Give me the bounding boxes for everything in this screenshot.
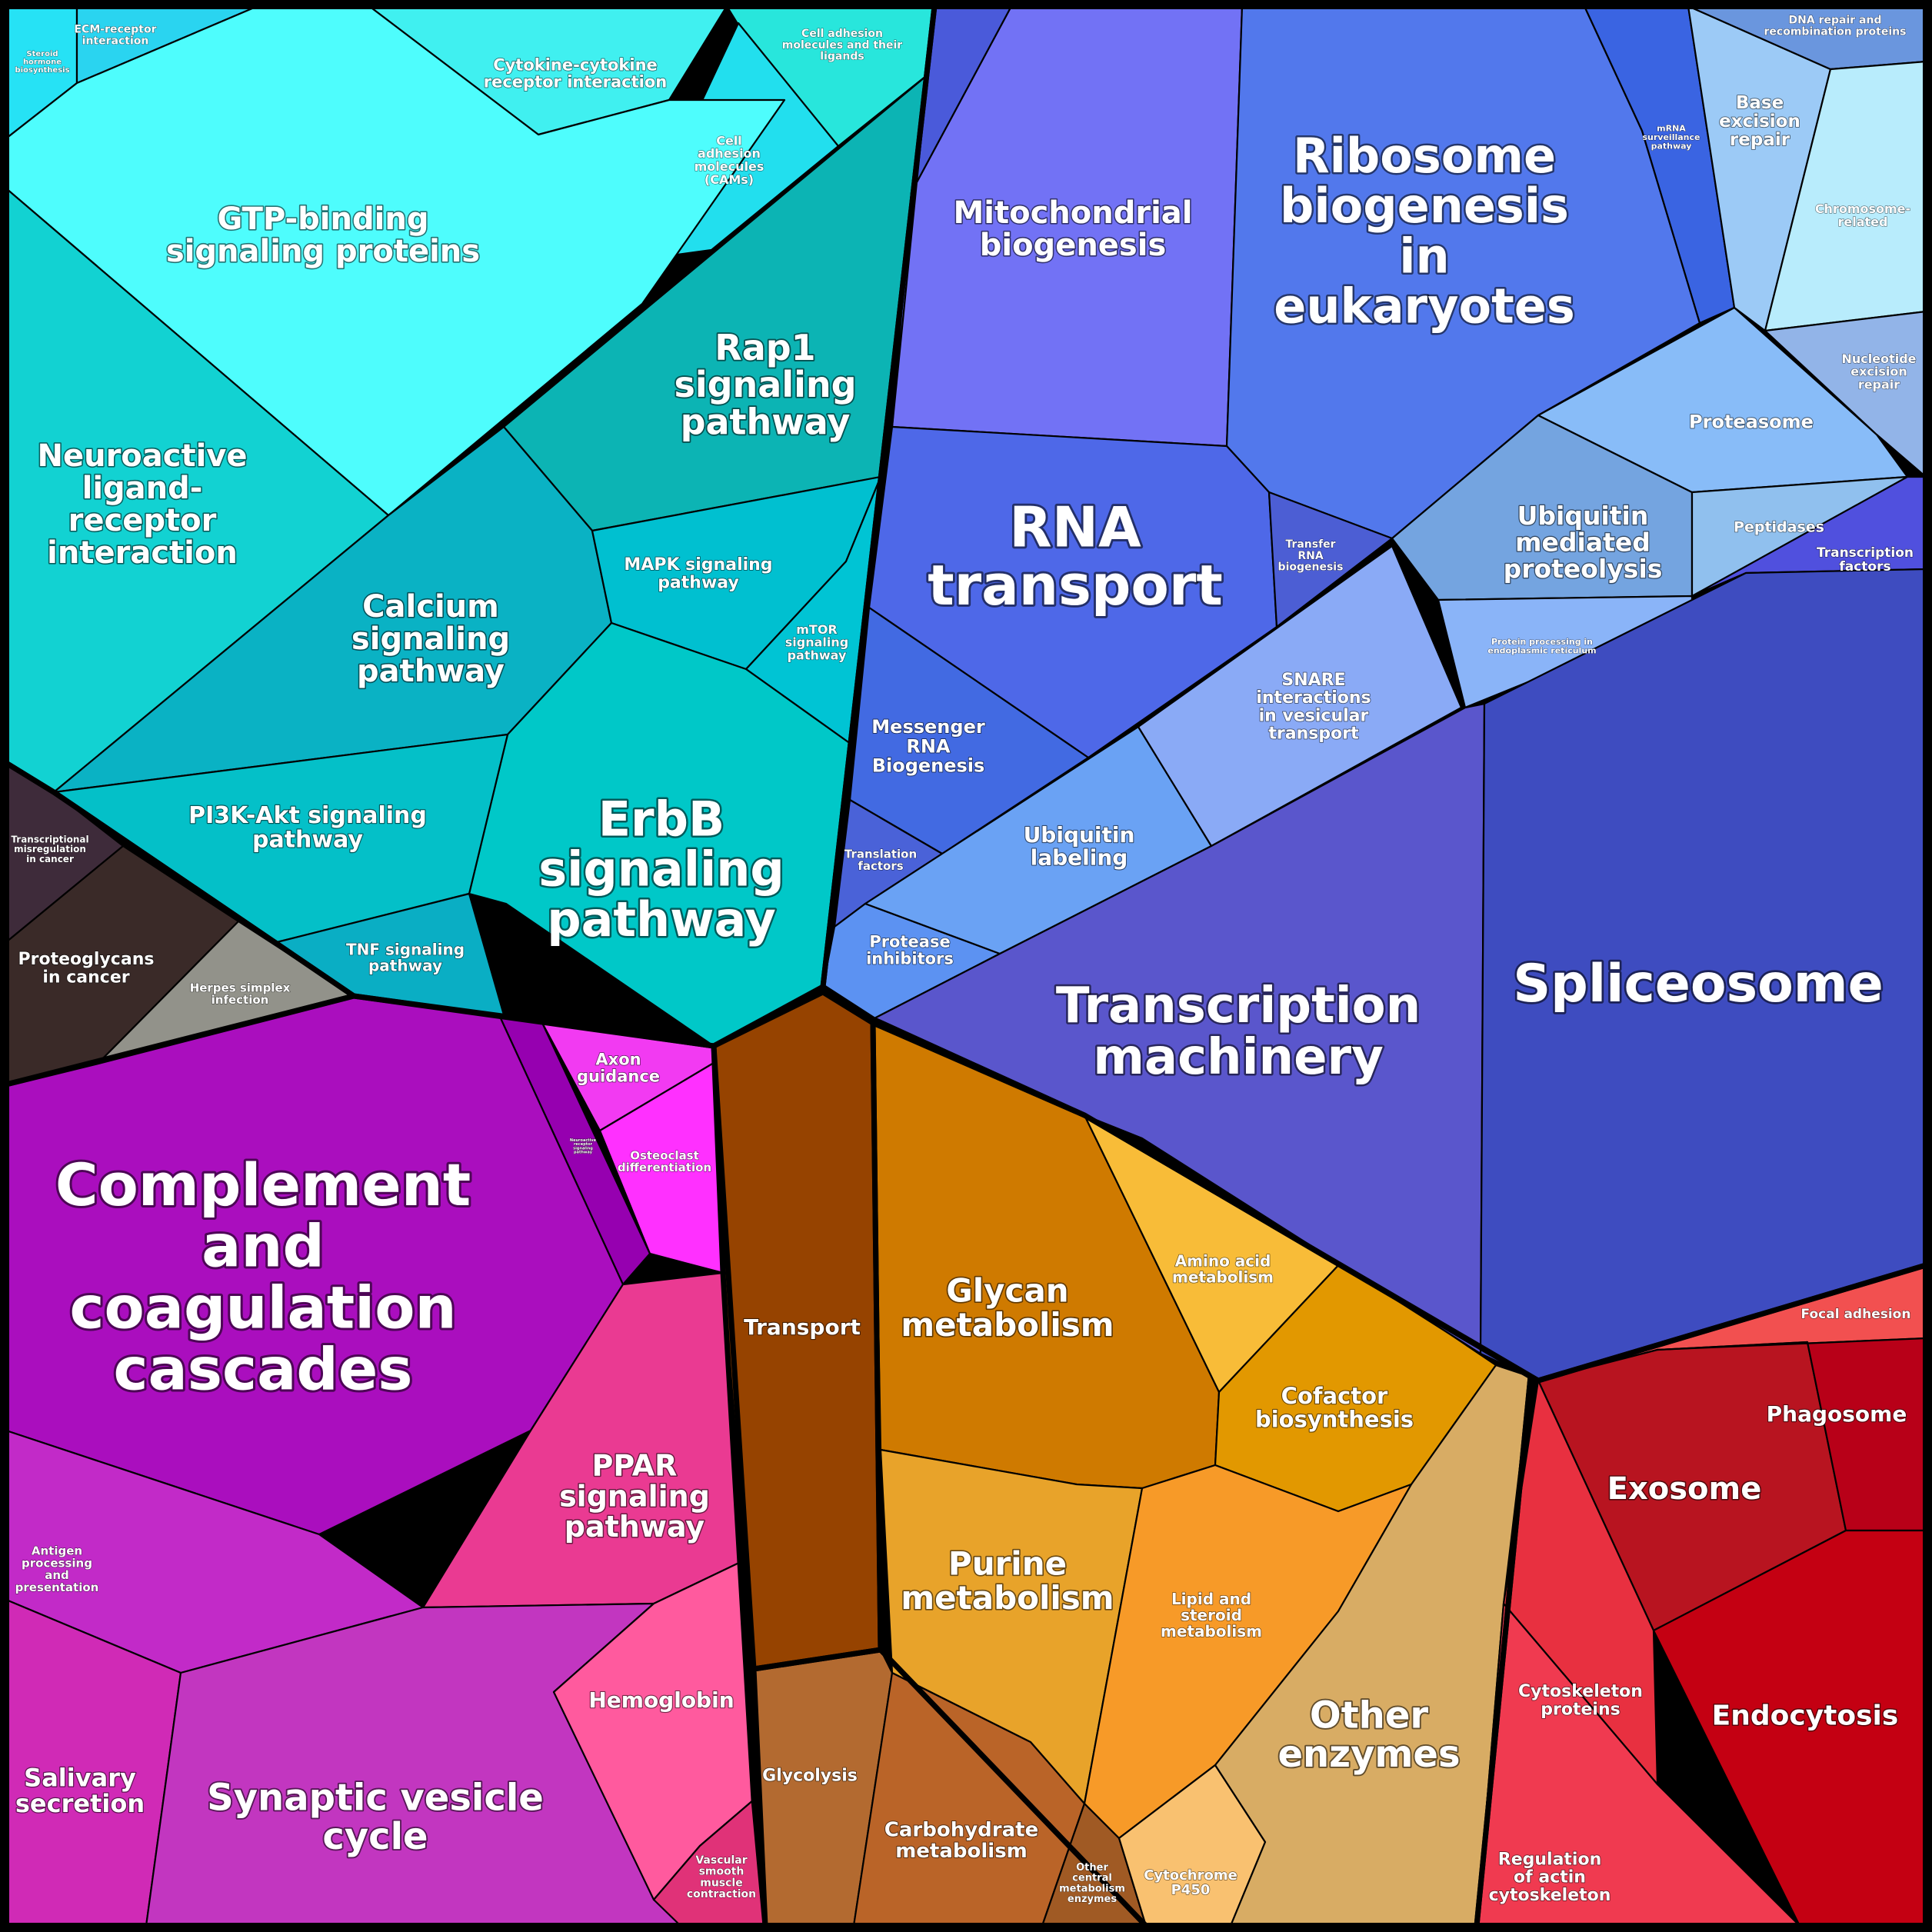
cell-osteoclast-label: Osteoclast differentiation	[618, 1148, 711, 1174]
cell-neuroactive-label: Neuroactive ligand-receptor interaction	[37, 438, 247, 571]
cell-transcription-machinery-label: Transcription machinery	[1056, 978, 1421, 1086]
cell-mrna-surveillance-label: mRNA surveillance pathway	[1643, 123, 1700, 151]
cell-carbohydrate-label: Carbohydrate metabolism	[884, 1818, 1038, 1862]
cell-nucleotide-excision-label: Nucleotide excision repair	[1841, 351, 1916, 392]
cell-proteoglycans-label: Proteoglycans in cancer	[18, 950, 155, 987]
cell-rap1-label: Rap1 signaling pathway	[674, 327, 856, 443]
cell-snare	[1137, 545, 1463, 848]
cell-exosome-label: Exosome	[1607, 1471, 1762, 1507]
cell-transfer-rna	[1267, 491, 1394, 628]
cell-ribosome-label: Ribosome biogenesis in eukaryotes	[1274, 128, 1574, 334]
cell-peptidases-label: Peptidases	[1734, 519, 1824, 536]
cell-steroid-hormone-biosynthesis-label: Steroid hormone biosynthesis	[15, 50, 69, 75]
cell-amino-acid-label: Amino acid metabolism	[1172, 1252, 1274, 1287]
cell-transcription-factors-label: Transcription factors	[1817, 545, 1914, 575]
cell-mapk-label: MAPK signaling pathway	[624, 555, 772, 592]
cell-glycolysis-label: Glycolysis	[762, 1767, 858, 1786]
cell-vascular-smooth-muscle-label: Vascular smooth muscle contraction	[687, 1854, 756, 1900]
cell-base-excision-label: Base excision repair	[1719, 93, 1800, 150]
cell-cytokine-label: Cytokine-cytokine receptor interaction	[484, 55, 667, 91]
cell-ubiquitin-mediated-label: Ubiquitin mediated proteolysis	[1504, 501, 1663, 584]
cell-cytoskeleton-proteins-label: Cytoskeleton proteins	[1518, 1682, 1643, 1719]
cell-other-central-label: Other central metabolism enzymes	[1059, 1862, 1125, 1905]
cell-transfer-rna-label: Transfer RNA biogenesis	[1278, 538, 1344, 573]
cell-lipid-steroid-label: Lipid and steroid metabolism	[1161, 1590, 1262, 1641]
cell-complement-label: Complement and coagulation cascades	[55, 1151, 471, 1403]
cell-mitochondrial-label: Mitochondrial biogenesis	[953, 195, 1192, 263]
cell-cytochrome-p450-label: Cytochrome P450	[1144, 1867, 1237, 1898]
cell-focal-adhesion-label: Focal adhesion	[1801, 1307, 1911, 1322]
cell-transport-label: Transport	[744, 1314, 861, 1340]
cell-mtor-label: mTOR signaling pathway	[785, 622, 848, 663]
cell-spliceosome-label: Spliceosome	[1513, 954, 1884, 1014]
cell-purine-label: Purine metabolism	[901, 1545, 1114, 1617]
cell-endocytosis-label: Endocytosis	[1712, 1700, 1899, 1732]
cell-salivary-label: Salivary secretion	[15, 1763, 145, 1818]
cell-cofactor-label: Cofactor biosynthesis	[1255, 1383, 1414, 1432]
cell-protease-inhibitors-label: Protease inhibitors	[866, 932, 954, 968]
cell-chromosome-label: Chromosome-related	[1815, 202, 1910, 229]
cell-translation-factors-label: Translation factors	[844, 847, 917, 873]
cell-other-enzymes-label: Other enzymes	[1277, 1694, 1460, 1776]
cell-axon-guidance-label: Axon guidance	[577, 1050, 660, 1085]
cell-herpes-simplex-label: Herpes simplex infection	[190, 981, 291, 1007]
cell-glycan-label: Glycan metabolism	[901, 1272, 1114, 1344]
cell-transcriptional-misregulation-label: Transcriptional misregulation in cancer	[11, 834, 88, 864]
cell-cell-adhesion-ligands-label: Cell adhesion molecules and their ligands	[782, 28, 903, 62]
cell-snare-label: SNARE interactions in vesicular transport	[1256, 671, 1371, 743]
cell-cams-label: Cell adhesion molecules (CAMs)	[695, 133, 764, 186]
cell-phagosome-label: Phagosome	[1767, 1401, 1907, 1427]
cell-neuro-narrow-label: Neuroactive receptor signaling pathway	[570, 1138, 597, 1155]
cell-calcium-label: Calcium signaling pathway	[351, 589, 510, 689]
cell-erbb-label: ErbB signaling pathway	[538, 791, 784, 948]
cell-messenger-rna-label: Messenger RNA Biogenesis	[871, 716, 985, 776]
cell-pi3k-akt-label: PI3K-Akt signaling pathway	[188, 802, 427, 854]
cell-synaptic-vesicle-label: Synaptic vesicle cycle	[207, 1777, 544, 1858]
cell-hemoglobin-label: Hemoglobin	[588, 1687, 734, 1713]
cell-ubiquitin-labeling-label: Ubiquitin labeling	[1024, 822, 1135, 870]
cell-tnf-label: TNF signaling pathway	[346, 941, 465, 975]
cell-antigen-label: Antigen processing and presentation	[15, 1544, 99, 1594]
cell-ppar-label: PPAR signaling pathway	[559, 1448, 710, 1544]
cell-gtp-binding-label: GTP-binding signaling proteins	[166, 202, 480, 269]
cell-rna-transport-label: RNA transport	[928, 495, 1223, 618]
cell-protein-processing-label: Protein processing in endoplasmic reticul…	[1487, 637, 1596, 656]
cell-proteasome	[1537, 306, 1909, 494]
cell-ecm-receptor-label: ECM-receptor interaction	[74, 24, 156, 48]
cell-proteasome-label: Proteasome	[1689, 411, 1814, 432]
cell-dna-repair-label: DNA repair and recombination proteins	[1764, 15, 1907, 38]
cell-regulation-actin-label: Regulation of actin cytoskeleton	[1489, 1850, 1611, 1905]
